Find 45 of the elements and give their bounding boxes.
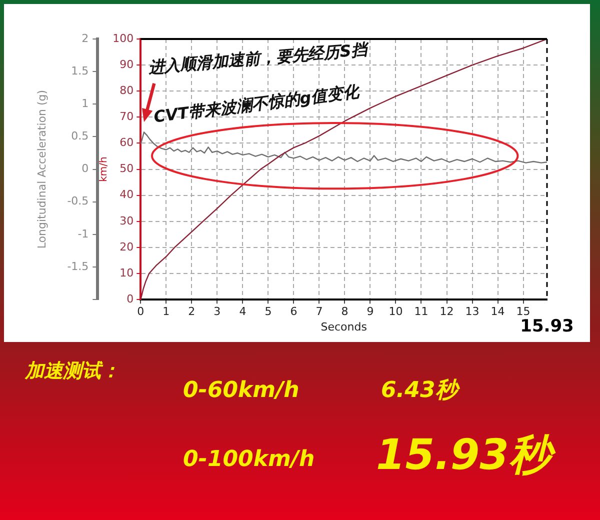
y-tick-label: 0 bbox=[126, 292, 134, 306]
y2-tick-label: -1.5 bbox=[67, 260, 89, 273]
y-tick-label: 60 bbox=[120, 136, 134, 150]
text: 加速测试： bbox=[25, 360, 120, 382]
annotation: 进入顺滑加速前，要先经历S挡 bbox=[146, 39, 371, 77]
y2-tick-label: 2 bbox=[82, 32, 89, 45]
y-tick-label: 50 bbox=[120, 162, 134, 176]
y-tick-label: 80 bbox=[120, 84, 134, 97]
y-tick-label: 20 bbox=[120, 240, 134, 254]
x-tick-label: 11 bbox=[414, 305, 428, 318]
ref-line-label: 15.93 bbox=[520, 316, 574, 337]
x-tick-label: 7 bbox=[316, 305, 323, 318]
x-tick-label: 3 bbox=[214, 305, 221, 318]
y-axis-title: km/h bbox=[98, 156, 110, 182]
x-tick-label: 12 bbox=[440, 305, 454, 318]
x-tick-label: 15 bbox=[516, 305, 530, 318]
x-tick-label: 9 bbox=[366, 305, 374, 318]
x-tick-label: 4 bbox=[239, 305, 246, 318]
y2-tick-label: 1.5 bbox=[71, 64, 89, 78]
y2-tick-label: 1 bbox=[82, 97, 89, 110]
x-tick-label: 14 bbox=[490, 305, 505, 318]
y-tick-label: 90 bbox=[120, 58, 134, 71]
text: 0-100km/h bbox=[183, 447, 315, 472]
x-tick-label: 8 bbox=[341, 305, 348, 318]
annotation: CVT带来波澜不惊的g值变化 bbox=[152, 82, 362, 126]
y2-tick-label: 0 bbox=[82, 162, 89, 176]
x-tick-label: 1 bbox=[162, 305, 170, 318]
y-tick-label: 10 bbox=[120, 266, 134, 280]
x-tick-label: 13 bbox=[465, 305, 480, 318]
text: 6.43秒 bbox=[381, 378, 458, 403]
x-tick-label: 2 bbox=[188, 305, 196, 318]
y-tick-label: 30 bbox=[120, 214, 134, 228]
text: 0-60km/h bbox=[183, 378, 300, 403]
x-axis-title: Seconds bbox=[320, 320, 368, 334]
y2-axis-title: Longitudinal Acceleration (g) bbox=[35, 90, 48, 249]
y-tick-label: 40 bbox=[120, 188, 134, 202]
x-tick-label: 0 bbox=[137, 305, 144, 318]
y2-tick-label: 0.5 bbox=[71, 130, 89, 143]
y-tick-label: 100 bbox=[112, 32, 134, 45]
y-tick-label: 70 bbox=[120, 110, 134, 124]
y2-tick-label: -1 bbox=[78, 227, 89, 240]
x-tick-label: 10 bbox=[388, 305, 403, 318]
x-tick-label: 5 bbox=[264, 305, 272, 318]
x-tick-label: 6 bbox=[290, 305, 298, 318]
y2-tick-label: -0.5 bbox=[67, 194, 89, 208]
